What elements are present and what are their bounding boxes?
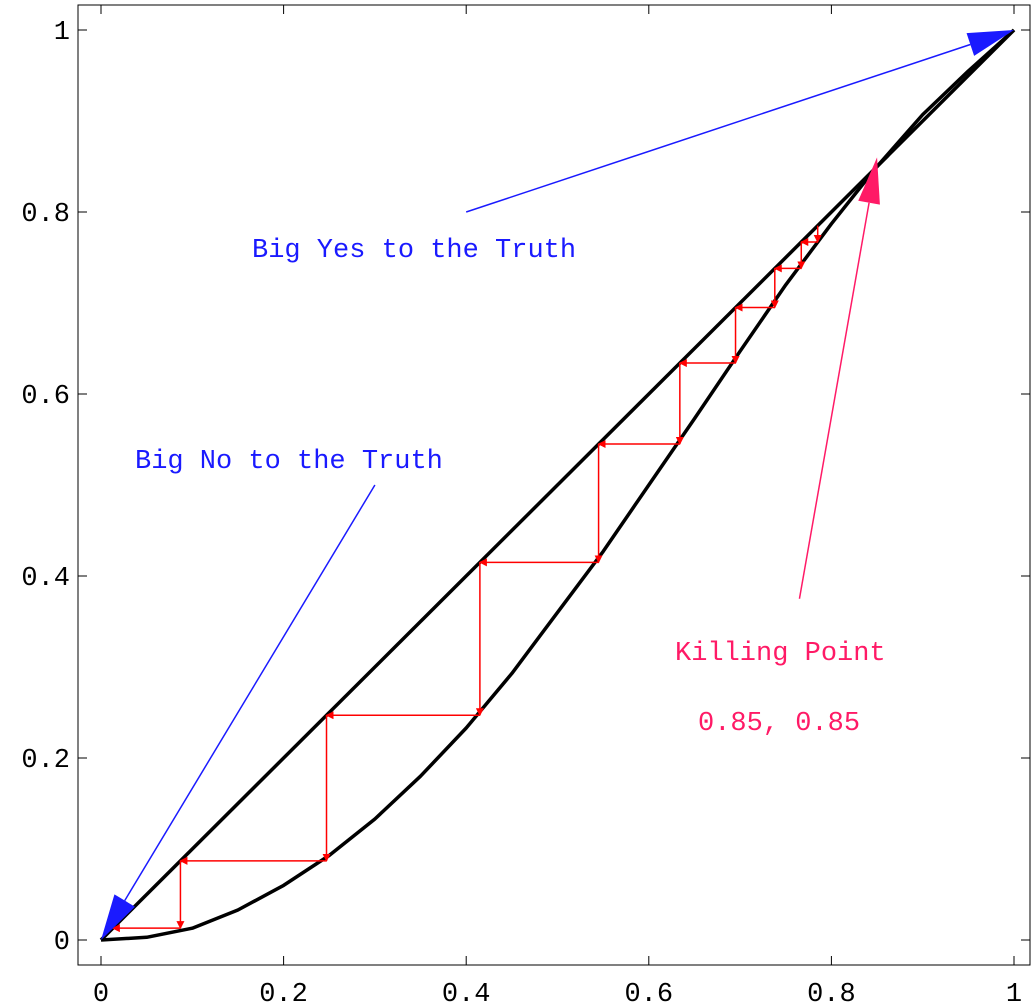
- killing-point-value: 0.85, 0.85: [698, 709, 860, 739]
- yes-arrow-line: [465, 43, 971, 213]
- y-tick-label: 0.4: [21, 564, 70, 594]
- no-arrow-head: [101, 894, 136, 940]
- x-tick-label: 0.6: [624, 980, 673, 1006]
- no-annotation-label: Big No to the Truth: [135, 447, 443, 477]
- x-tick-label: 0.4: [442, 980, 491, 1006]
- y-tick-label: 0: [54, 928, 70, 958]
- annotations: Big Yes to the Truth Big No to the Truth…: [101, 30, 1014, 940]
- yes-arrow-head: [966, 30, 1014, 56]
- series-group: [99, 28, 1016, 942]
- x-tick-label: 0.8: [807, 980, 856, 1006]
- no-arrow-line: [124, 484, 376, 901]
- x-tick-label: 0.2: [259, 980, 308, 1006]
- y-tick-label: 0.2: [21, 746, 70, 776]
- killing-point-arrow-line: [798, 202, 870, 599]
- killing-point-label: Killing Point: [675, 639, 886, 669]
- x-tick-label: 0: [93, 980, 109, 1006]
- series-line-2: [100, 28, 1016, 942]
- killing-point-arrow-head: [858, 157, 880, 205]
- y-tick-label: 0.6: [21, 382, 70, 412]
- plot-frame: [77, 4, 1031, 966]
- cobweb-steps: [111, 225, 822, 933]
- y-tick-label: 0.8: [21, 200, 70, 230]
- axes: 0 0.2 0.4 0.6 0.8 1 0 0.2 0.4 0.6 0.8 1: [21, 5, 1030, 1006]
- yes-annotation-label: Big Yes to the Truth: [252, 236, 576, 266]
- x-tick-label: 1: [1006, 980, 1022, 1006]
- series-line-1: [99, 28, 1016, 942]
- y-tick-label: 1: [54, 18, 70, 48]
